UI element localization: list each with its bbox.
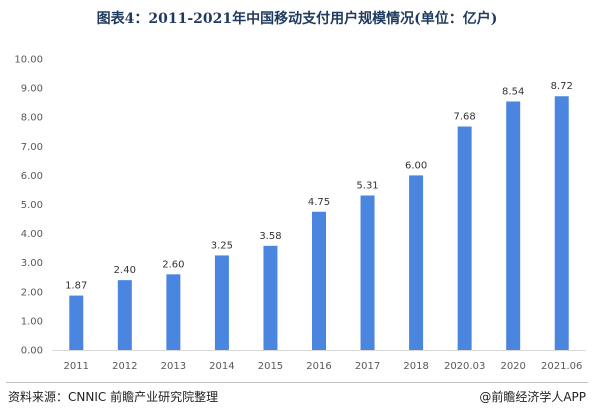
data-label: 3.58 <box>259 231 281 242</box>
x-tick-label: 2015 <box>258 361 283 372</box>
credit-note: @前瞻经济学人APP <box>479 390 586 404</box>
bar <box>409 175 424 350</box>
bar <box>69 295 84 350</box>
y-tick-label: 3.00 <box>21 258 43 269</box>
bar <box>554 96 569 350</box>
x-tick-label: 2020.03 <box>444 361 485 372</box>
x-tick-label: 2021.06 <box>541 361 582 372</box>
source-note: 资料来源：CNNIC 前瞻产业研究院整理 <box>8 390 219 404</box>
data-label: 6.00 <box>405 160 427 171</box>
data-label: 8.54 <box>502 86 524 97</box>
y-tick-label: 8.00 <box>21 113 43 124</box>
y-tick-label: 10.00 <box>14 55 43 66</box>
bar <box>166 274 181 350</box>
y-tick-label: 9.00 <box>21 84 43 95</box>
y-tick-label: 1.00 <box>21 316 43 327</box>
data-label: 2.60 <box>162 259 184 270</box>
bar <box>457 126 472 351</box>
x-tick-label: 2018 <box>403 361 428 372</box>
x-tick-label: 2013 <box>161 361 186 372</box>
data-label: 2.40 <box>114 265 136 276</box>
chart-title: 图表4：2011-2021年中国移动支付用户规模情况(单位：亿户) <box>96 11 498 27</box>
x-tick-label: 2016 <box>306 361 331 372</box>
x-tick-label: 2011 <box>64 361 89 372</box>
footer-divider <box>6 382 588 383</box>
y-tick-label: 6.00 <box>21 171 43 182</box>
data-label: 7.68 <box>454 112 476 123</box>
bar <box>360 195 375 350</box>
bar <box>117 280 132 350</box>
bar <box>214 255 229 350</box>
data-label: 3.25 <box>211 240 233 251</box>
data-label: 4.75 <box>308 197 330 208</box>
bar <box>312 211 326 350</box>
x-tick-label: 2012 <box>112 361 137 372</box>
y-tick-label: 2.00 <box>21 287 43 298</box>
data-label: 8.72 <box>551 81 573 92</box>
y-tick-label: 5.00 <box>21 200 43 211</box>
y-tick-label: 7.00 <box>21 142 43 153</box>
x-tick-label: 2017 <box>355 361 380 372</box>
bar <box>506 101 521 351</box>
y-tick-label: 4.00 <box>21 229 43 240</box>
bar <box>263 245 278 350</box>
data-label: 1.87 <box>65 281 87 292</box>
data-label: 5.31 <box>356 180 378 191</box>
x-tick-label: 2014 <box>209 361 234 372</box>
y-tick-label: 0.00 <box>21 346 43 357</box>
x-tick-label: 2020 <box>500 361 525 372</box>
